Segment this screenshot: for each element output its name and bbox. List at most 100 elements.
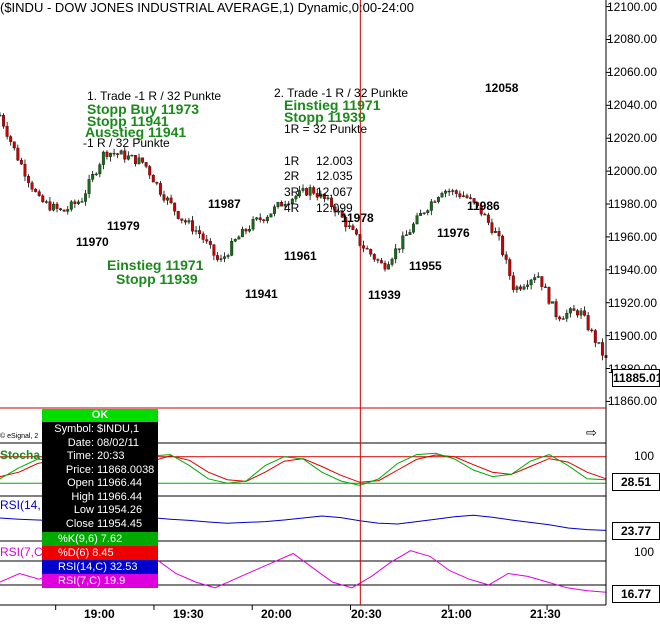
cursor-value: 11966.44 — [97, 477, 143, 489]
candle-body — [84, 193, 88, 202]
candle-body — [169, 197, 173, 204]
candle-body — [158, 183, 162, 195]
price-tick-label: 12060.00 — [606, 65, 657, 80]
candle-body — [504, 254, 508, 260]
candle-body — [369, 249, 373, 255]
candle-body — [458, 193, 462, 197]
candle-body — [155, 181, 159, 184]
candle-body — [476, 202, 480, 206]
candle-body — [437, 196, 440, 202]
cursor-ok-button[interactable]: OK — [42, 409, 158, 422]
rsi7-label: RSI(7,C — [0, 545, 43, 559]
level-label: 12058 — [485, 81, 519, 95]
cursor-row: High 11966.44 — [44, 491, 156, 505]
level-label: 11978 — [341, 211, 374, 225]
candle-body — [451, 190, 455, 192]
candle-body — [483, 213, 487, 216]
candle-body — [412, 223, 415, 233]
candle-body — [419, 213, 423, 216]
candle-body — [205, 239, 209, 242]
cursor-key: Date: — [67, 436, 94, 449]
candle-body — [394, 248, 398, 260]
candle-body — [308, 187, 312, 196]
candle-body — [223, 256, 227, 259]
r-level-2-value: 12.035 — [316, 169, 353, 183]
candle-body — [444, 190, 448, 194]
candle-body — [37, 191, 41, 196]
cursor-rsi14: RSI(14,C) 32.53 — [42, 560, 158, 574]
candle-body — [333, 206, 337, 213]
cursor-row: Close 11954.45 — [44, 518, 156, 532]
candle-body — [23, 163, 27, 177]
candle-body — [198, 230, 202, 235]
candle-body — [558, 316, 562, 320]
price-tick-label: 11940.00 — [607, 262, 657, 277]
candle-body — [490, 222, 494, 233]
cursor-key: Low — [73, 504, 94, 516]
candle-body — [465, 195, 469, 198]
candle-body — [287, 203, 291, 205]
cursor-row: Price: 11868.0038 — [44, 464, 156, 478]
candle-body — [319, 193, 323, 198]
rsi7-axis-100: 100 — [633, 545, 654, 559]
candle-body — [9, 136, 13, 142]
candle-body — [101, 151, 105, 165]
candle-body — [219, 258, 223, 260]
expand-arrow-icon[interactable]: ⇨ — [586, 425, 597, 440]
candle-body — [141, 157, 145, 163]
candle-body — [426, 210, 430, 213]
candle-body — [80, 201, 84, 203]
cursor-key: Open — [67, 477, 94, 489]
candle-body — [5, 126, 9, 137]
price-tick-label: 11860.00 — [607, 394, 657, 409]
candle-body — [126, 155, 130, 160]
candle-body — [501, 235, 505, 255]
trade2-entry: Einstieg 11971 — [284, 97, 381, 113]
candle-body — [536, 276, 540, 278]
candle-body — [226, 255, 230, 257]
candle-body — [365, 248, 369, 250]
candlestick-series — [0, 112, 608, 361]
candle-body — [30, 182, 34, 190]
candle-body — [486, 214, 490, 223]
cursor-value: 11966.44 — [97, 490, 143, 503]
candle-body — [240, 228, 244, 238]
level-label: 11986 — [467, 199, 500, 213]
price-tick-label: 12020.00 — [606, 131, 657, 146]
time-tick: 20:30 — [351, 607, 382, 621]
candle-body — [109, 152, 112, 157]
candle-body — [34, 189, 38, 192]
candle-body — [98, 164, 102, 175]
candle-body — [401, 235, 405, 250]
price-tick-label: 11980.00 — [607, 197, 657, 211]
candle-body — [600, 342, 604, 356]
candle-body — [429, 201, 433, 211]
level-label: 11970 — [76, 235, 109, 249]
candle-body — [433, 201, 437, 203]
candle-body — [162, 194, 166, 201]
candle-body — [269, 213, 273, 218]
candle-body — [590, 329, 594, 332]
candle-body — [2, 115, 6, 127]
candle-body — [176, 211, 180, 219]
candle-body — [340, 210, 344, 218]
cursor-value: 11954.26 — [97, 504, 143, 516]
candle-body — [593, 330, 597, 343]
cursor-key: Close — [65, 517, 94, 530]
candle-body — [494, 231, 497, 233]
candle-body — [55, 203, 59, 209]
candle-body — [579, 310, 583, 316]
cursor-row: Symbol: $INDU,1 — [44, 423, 156, 437]
candle-body — [52, 203, 55, 211]
rsi14-label: RSI(14, — [0, 498, 41, 512]
candle-body — [379, 260, 383, 264]
candle-body — [59, 208, 63, 211]
cursor-value: 08/02/11 — [97, 436, 140, 449]
cursor-key: Price: — [65, 463, 94, 476]
candle-body — [48, 201, 52, 211]
candle-body — [44, 201, 48, 203]
rsi7-current-box: 16.77 — [612, 585, 660, 603]
level-label: 11955 — [409, 259, 442, 273]
cursor-stoch-d: %D(6) 8.45 — [42, 546, 158, 560]
